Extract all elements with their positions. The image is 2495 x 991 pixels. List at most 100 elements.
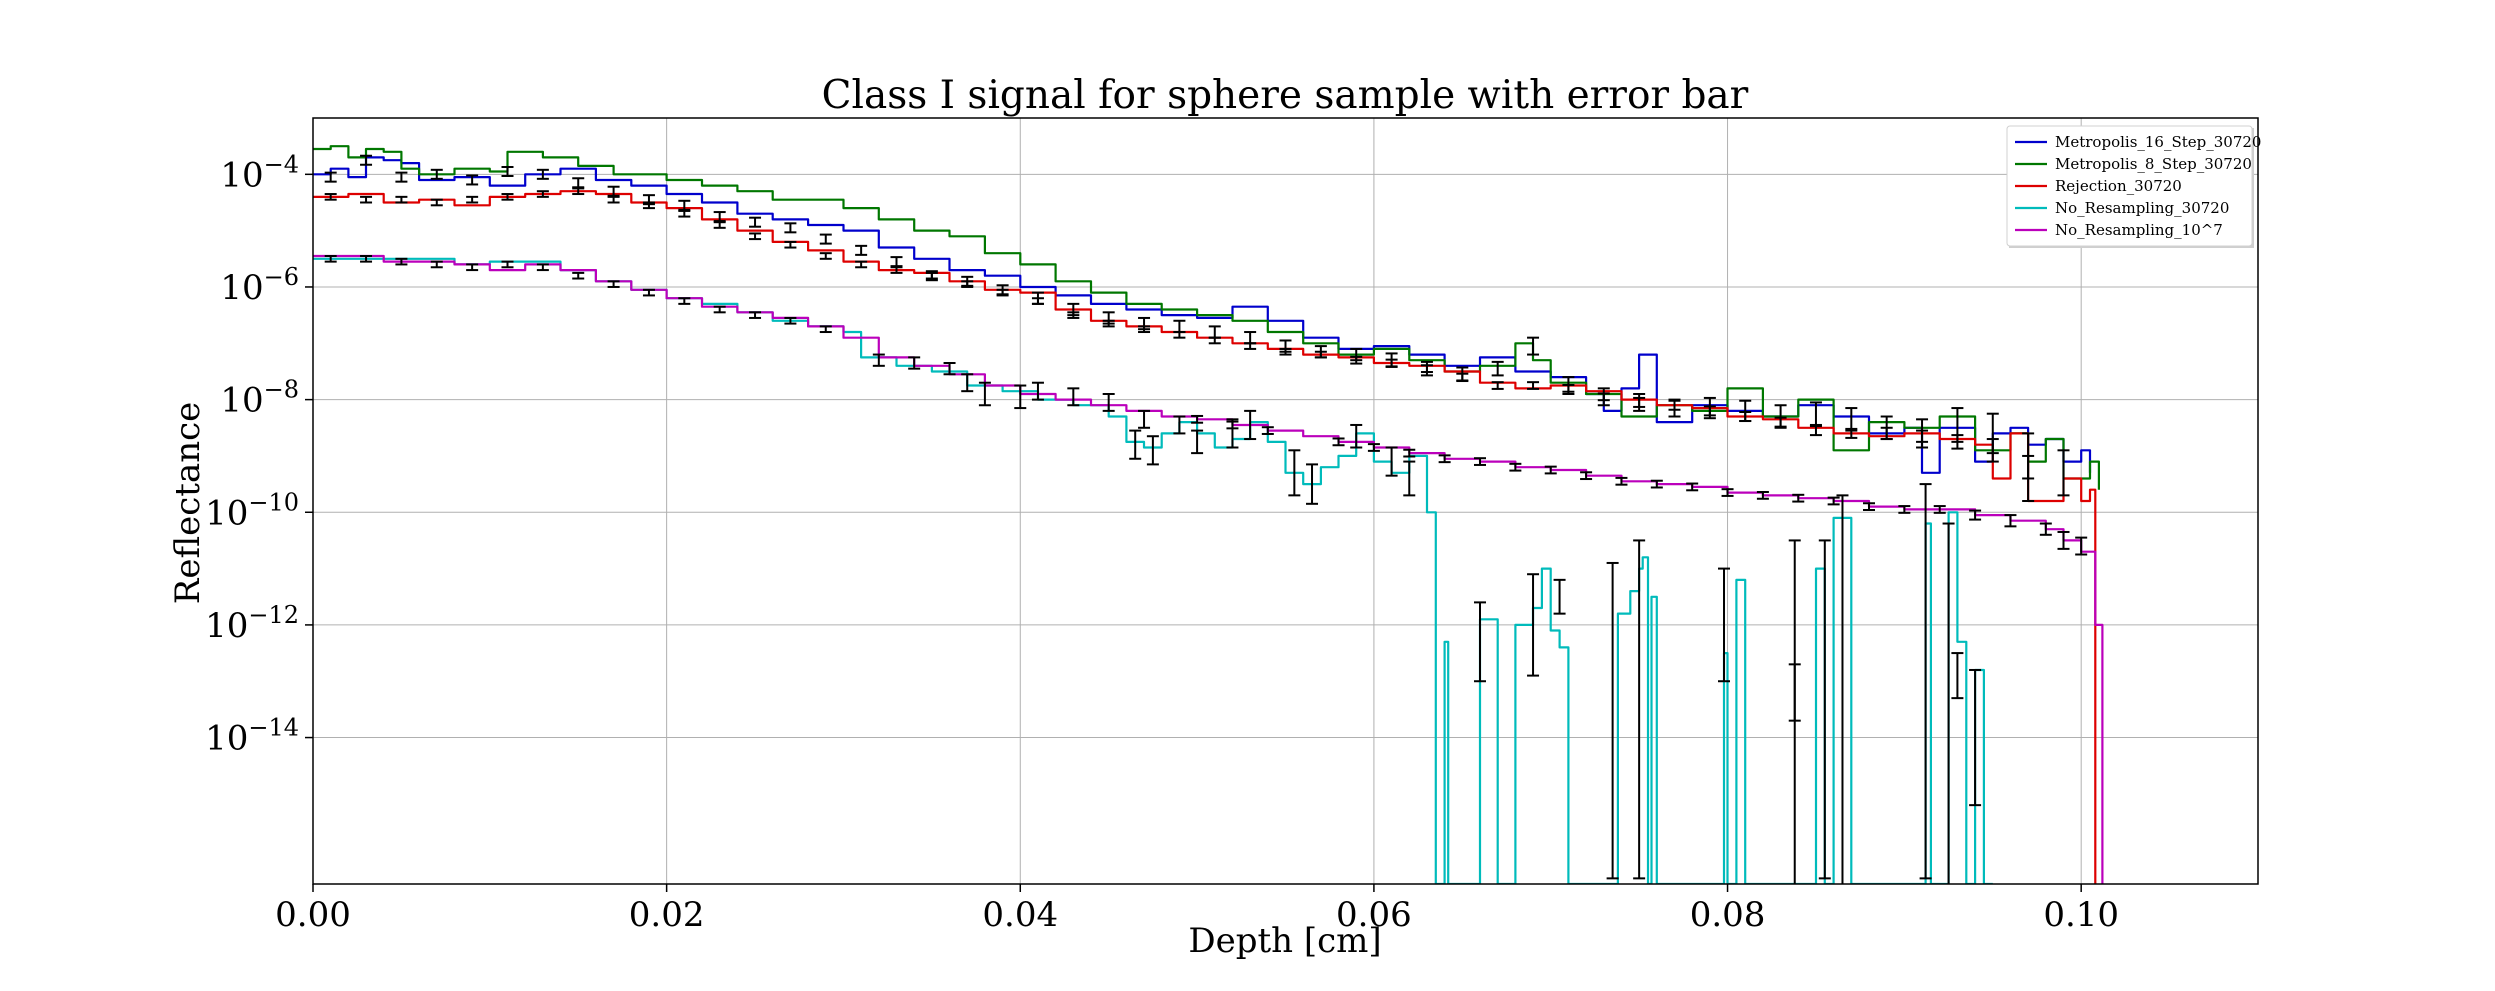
error-bar [1986, 438, 1999, 463]
y-tick-label: 10−10 [205, 488, 299, 533]
error-bar [1138, 409, 1151, 429]
error-bar [1420, 364, 1433, 374]
error-bar [978, 381, 991, 407]
error-bar [1969, 668, 1982, 807]
error-bar [1244, 342, 1257, 350]
error-bar [1809, 401, 1822, 426]
error-bar [360, 254, 373, 263]
error-bar [1191, 429, 1204, 455]
error-bar [678, 297, 691, 305]
legend-label: Rejection_30720 [2055, 177, 2182, 195]
error-bar [1739, 411, 1752, 423]
error-bar [1606, 561, 1619, 880]
error-bar [395, 171, 408, 183]
error-bar [324, 254, 337, 263]
error-bar [1438, 454, 1451, 464]
error-bar [1474, 601, 1486, 683]
error-bar [1898, 505, 1911, 514]
error-bar [466, 174, 479, 186]
error-bar [2039, 522, 2052, 536]
x-tick-label: 0.04 [982, 895, 1058, 935]
x-axis-ticks: 0.00 0.02 0.04 0.06 0.08 0.10 [275, 884, 2119, 935]
error-bar [395, 195, 408, 204]
error-bar [1031, 297, 1044, 305]
series-layer [313, 145, 2104, 884]
error-bar [607, 280, 620, 288]
errorbar-layer [324, 154, 2088, 884]
y-tick-label: 10−4 [220, 150, 299, 195]
error-bar [1403, 448, 1416, 458]
error-bar [1173, 415, 1186, 435]
error-bar [1969, 509, 1982, 521]
error-bar [607, 185, 620, 197]
error-bar [1279, 347, 1292, 356]
error-bar [1173, 331, 1186, 339]
x-axis-label: Depth [cm] [1188, 921, 1381, 961]
legend-label: Metropolis_8_Step_30720 [2055, 155, 2252, 173]
error-bar [749, 216, 762, 228]
error-bar [1385, 358, 1398, 368]
error-bar [1633, 539, 1646, 880]
error-bar [1615, 476, 1628, 486]
error-bar [1951, 434, 1964, 450]
error-bar [642, 288, 655, 297]
error-bar [943, 362, 956, 376]
error-bar [678, 209, 691, 218]
error-bar [430, 260, 443, 269]
error-bar [466, 263, 479, 272]
error-bar [324, 171, 337, 183]
error-bar [1686, 482, 1699, 492]
series-line-3 [313, 257, 1993, 884]
error-bar [855, 260, 868, 269]
error-bar [908, 356, 921, 370]
legend-label: No_Resampling_30720 [2055, 199, 2229, 217]
error-bar [1827, 496, 1840, 506]
x-tick-label: 0.02 [629, 895, 705, 935]
error-bar [501, 260, 514, 269]
error-bar [642, 201, 655, 210]
error-bar [678, 199, 691, 211]
error-bar [1527, 381, 1540, 390]
error-bar [1527, 573, 1540, 677]
error-bar [1942, 522, 1955, 884]
error-bar [430, 198, 443, 207]
error-bar [2075, 536, 2088, 556]
error-bar [1385, 446, 1398, 477]
chart-title: Class I signal for sphere sample with er… [822, 73, 1749, 118]
error-bar [961, 373, 974, 393]
error-bar [1332, 437, 1345, 447]
error-bar [360, 195, 373, 204]
error-bar [536, 190, 549, 198]
series-line-1 [313, 145, 2100, 490]
error-bar [713, 221, 726, 229]
error-bar [2022, 454, 2035, 502]
error-bar [1703, 405, 1716, 417]
error-bar [1650, 479, 1663, 489]
y-tick-label: 10−8 [220, 376, 299, 421]
error-bar [1863, 502, 1875, 512]
x-tick-label: 0.08 [1690, 895, 1766, 935]
series-line-2 [313, 190, 2097, 884]
y-tick-label: 10−14 [205, 714, 299, 759]
error-bar [572, 177, 585, 189]
legend: Metropolis_16_Step_30720 Metropolis_8_Ste… [2006, 125, 2261, 248]
error-bar [1774, 416, 1787, 428]
error-bar [2004, 514, 2017, 528]
error-bar [713, 211, 726, 223]
error-bar [1208, 325, 1221, 339]
error-bar [1509, 462, 1522, 472]
error-bar [1491, 360, 1504, 377]
error-bar [784, 222, 797, 234]
error-bar [1788, 539, 1801, 884]
error-bar [1474, 457, 1486, 466]
error-bar [1527, 336, 1540, 356]
error-bar [1880, 426, 1893, 441]
error-bar [1836, 494, 1849, 884]
error-bar [536, 263, 549, 272]
error-bar [1102, 392, 1115, 412]
error-bar [1491, 381, 1504, 390]
error-bar [1102, 319, 1115, 328]
error-bar [501, 193, 514, 201]
